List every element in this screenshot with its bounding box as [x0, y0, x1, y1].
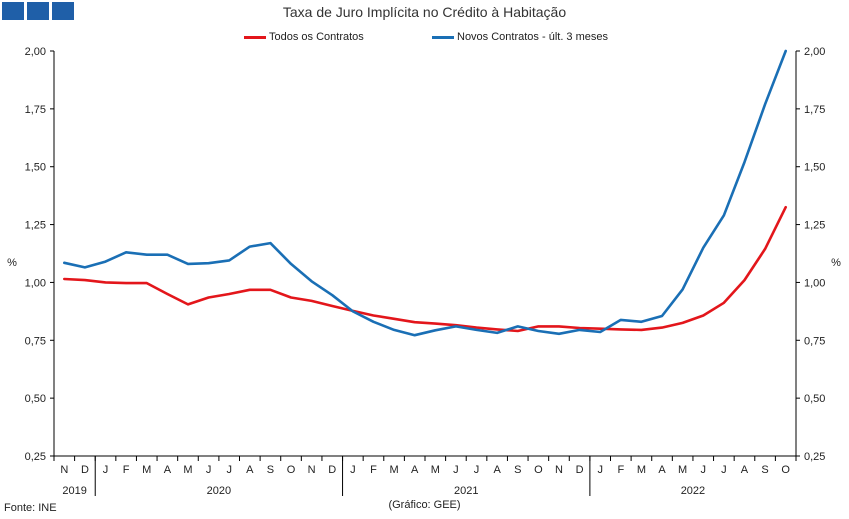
x-tick-label-month: J [226, 464, 232, 476]
x-tick-label-month: A [164, 464, 172, 476]
x-tick-label-month: O [781, 464, 790, 476]
y-tick-label-left: 1,00 [25, 277, 46, 289]
x-tick-label-month: J [474, 464, 480, 476]
x-tick-label-month: F [370, 464, 377, 476]
series-line-novos-contratos [63, 49, 788, 337]
brand-logo [2, 2, 74, 20]
legend-item-novos: Novos Contratos - últ. 3 meses [432, 31, 608, 43]
y-tick-label-right: 0,50 [804, 393, 825, 405]
x-tick-label-month: A [658, 464, 666, 476]
legend-swatch-red [244, 35, 266, 39]
x-tick-label-month: F [123, 464, 130, 476]
y-tick-label-left: 1,75 [25, 104, 46, 116]
y-tick-label-left: 0,75 [25, 335, 46, 347]
x-tick-label-month: M [678, 464, 687, 476]
x-tick-label-month: A [246, 464, 254, 476]
legend-label: Novos Contratos - últ. 3 meses [457, 31, 609, 43]
x-tick-label-month: J [701, 464, 707, 476]
y-tick-label-right: 1,00 [804, 277, 825, 289]
legend-item-todos: Todos os Contratos [244, 31, 364, 43]
x-tick-label-month: A [411, 464, 419, 476]
x-tick-label-month: J [103, 464, 109, 476]
x-tick-label-month: M [389, 464, 398, 476]
x-tick-label-year: 2021 [454, 485, 478, 497]
series-line-todos-os-contratos [63, 205, 788, 333]
x-tick-label-month: J [453, 464, 459, 476]
y-tick-label-right: 1,25 [804, 220, 825, 232]
x-tick-label-month: A [493, 464, 501, 476]
x-tick-label-month: A [741, 464, 749, 476]
y-tick-label-left: 0,50 [25, 393, 46, 405]
y-tick-label-right: 0,75 [804, 335, 825, 347]
x-tick-label-month: M [183, 464, 192, 476]
x-tick-label-year: 2019 [62, 485, 86, 497]
y-tick-label-right: 2,00 [804, 46, 825, 58]
x-tick-label-month: J [721, 464, 727, 476]
y-tick-label-left: 2,00 [25, 46, 46, 58]
y-tick-label-right: 0,25 [804, 451, 825, 463]
chart-title: Taxa de Juro Implícita no Crédito à Habi… [282, 4, 567, 20]
x-tick-label-month: N [308, 464, 316, 476]
y-axis-label-right: % [831, 257, 841, 269]
x-tick-label-month: O [287, 464, 296, 476]
legend-label: Todos os Contratos [269, 31, 364, 43]
y-tick-label-left: 0,25 [25, 451, 46, 463]
chart-credit: (Gráfico: GEE) [388, 499, 461, 511]
y-tick-label-left: 1,50 [25, 162, 46, 174]
x-tick-label-month: D [81, 464, 89, 476]
x-tick-label-year: 2020 [207, 485, 231, 497]
x-tick-label-month: M [142, 464, 151, 476]
x-tick-label-month: D [328, 464, 336, 476]
x-tick-label-month: F [617, 464, 624, 476]
legend-swatch-blue [432, 35, 454, 39]
y-axis-label-left: % [7, 257, 17, 269]
x-tick-label-month: S [761, 464, 768, 476]
x-tick-label-month: S [267, 464, 274, 476]
x-tick-label-month: O [534, 464, 543, 476]
y-tick-label-right: 1,50 [804, 162, 825, 174]
x-tick-label-month: N [60, 464, 68, 476]
x-tick-label-month: M [431, 464, 440, 476]
x-tick-label-month: J [597, 464, 603, 476]
x-tick-label-month: D [576, 464, 584, 476]
x-tick-label-month: N [555, 464, 563, 476]
x-tick-label-month: S [514, 464, 521, 476]
x-tick-label-year: 2022 [681, 485, 705, 497]
x-tick-label-month: J [350, 464, 356, 476]
x-tick-label-month: J [206, 464, 212, 476]
y-tick-label-left: 1,25 [25, 220, 46, 232]
chart-source: Fonte: INE [4, 502, 57, 514]
y-tick-label-right: 1,75 [804, 104, 825, 116]
x-tick-label-month: M [637, 464, 646, 476]
